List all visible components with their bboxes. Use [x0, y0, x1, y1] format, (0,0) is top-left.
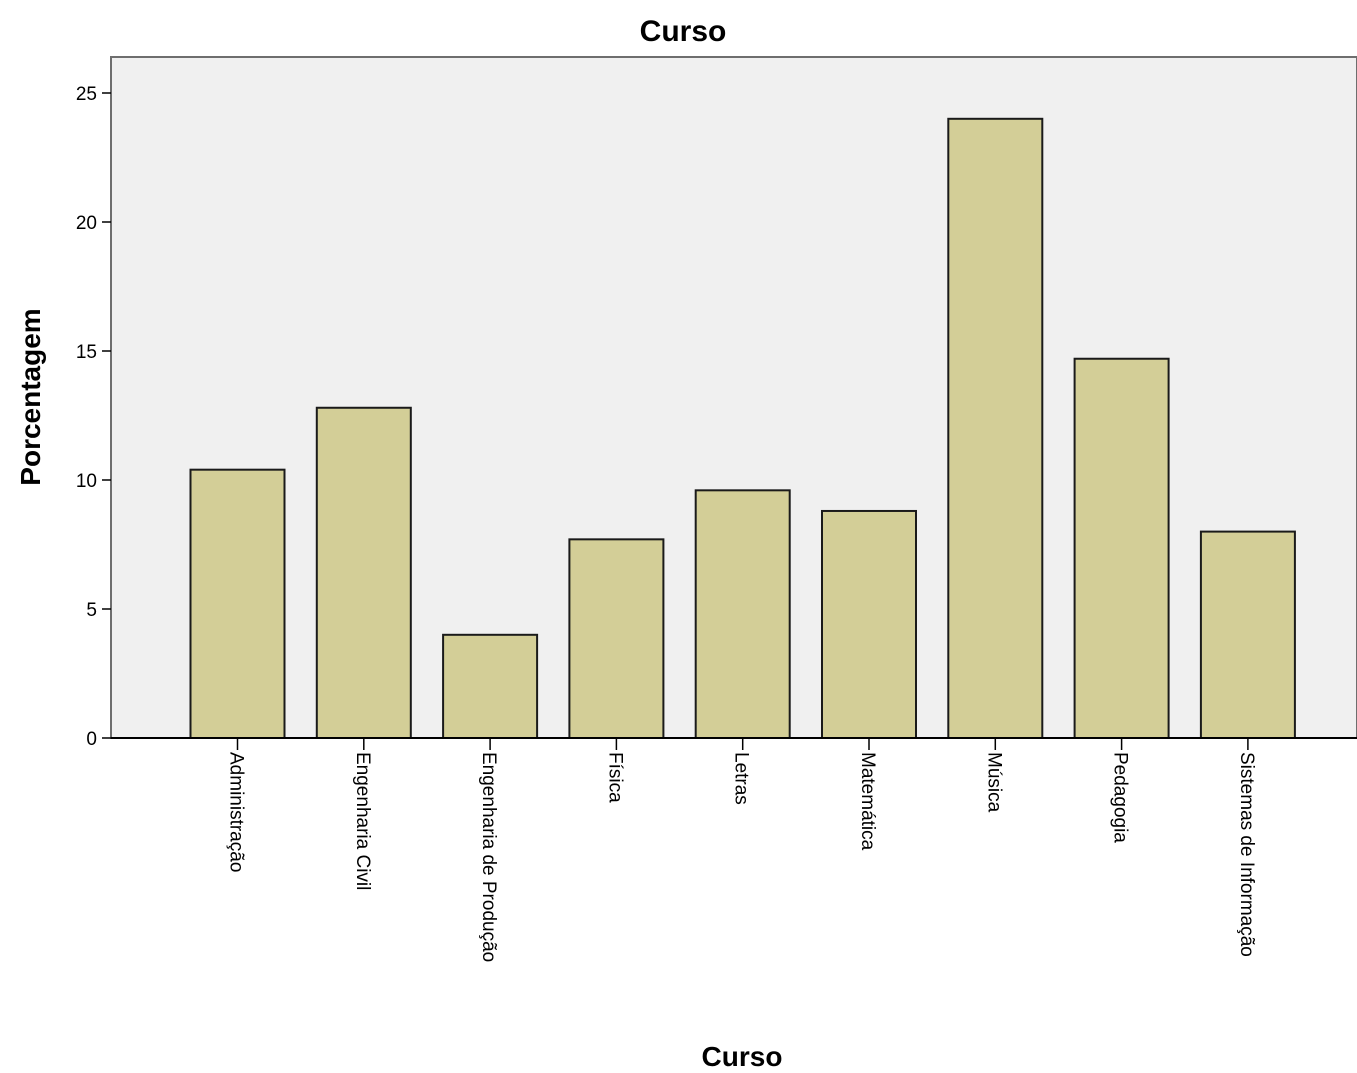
y-tick-label: 0: [86, 729, 97, 750]
y-tick-label: 5: [86, 600, 97, 621]
bar: [442, 633, 539, 739]
chart-title: Curso: [640, 15, 727, 48]
x-tick-label: Pedagogia: [1110, 752, 1131, 843]
x-tick-label: Letras: [731, 752, 752, 805]
y-tick-label: 20: [76, 213, 97, 234]
x-tick-label: Física: [604, 752, 625, 803]
bar: [1073, 357, 1170, 739]
bar: [694, 489, 791, 739]
bar: [189, 468, 286, 739]
x-tick-label: Matemática: [857, 752, 878, 851]
bars: [189, 117, 1296, 740]
x-tick-label: Engenharia Civil: [352, 752, 373, 890]
x-tick-label: Engenharia de Produção: [478, 752, 499, 962]
x-tick-label: Sistemas de Informação: [1236, 752, 1257, 957]
bar: [1199, 530, 1296, 739]
y-tick-label: 15: [76, 342, 97, 363]
y-axis-title: Porcentagem: [15, 308, 46, 485]
y-axis: 0 5 10 15 20 25: [76, 84, 111, 750]
bar: [821, 509, 917, 739]
x-tick-label: Administração: [226, 752, 247, 872]
x-axis-title: Curso: [702, 1041, 783, 1072]
x-axis: Administração Engenharia Civil Engenharia …: [111, 737, 1357, 962]
x-tick-label: Música: [983, 752, 1004, 813]
bar: [947, 117, 1044, 740]
y-tick-label: 10: [76, 471, 97, 492]
bar: [315, 406, 412, 739]
y-tick-label: 25: [76, 84, 97, 105]
bar: [568, 538, 665, 740]
